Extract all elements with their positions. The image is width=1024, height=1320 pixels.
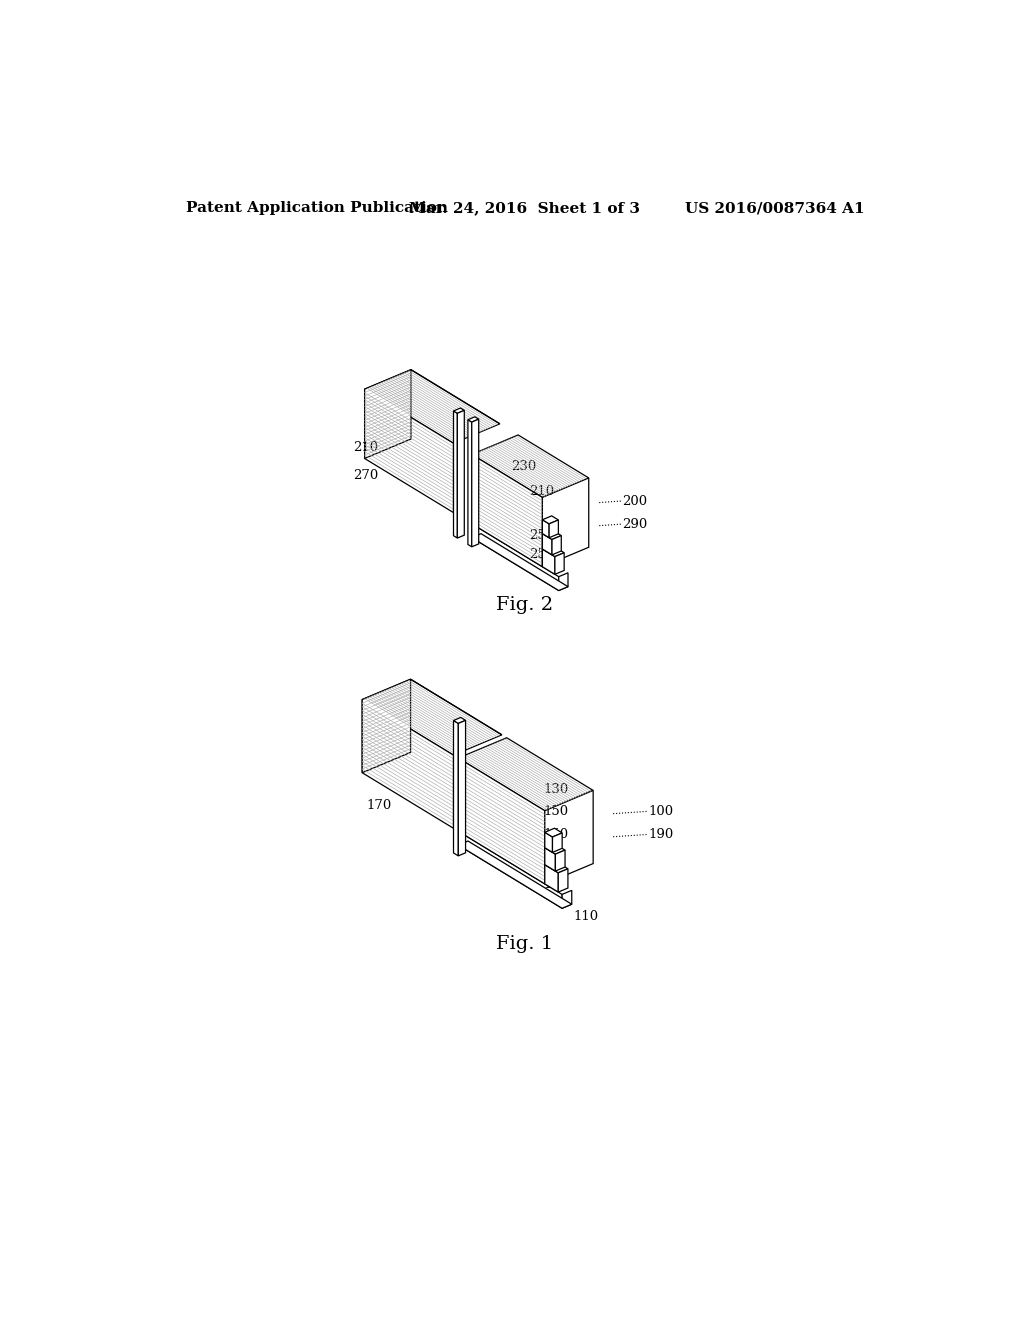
Text: 250: 250 (529, 548, 555, 561)
Text: 230: 230 (512, 459, 537, 473)
Polygon shape (454, 721, 459, 855)
Text: 210: 210 (529, 484, 555, 498)
Text: 190: 190 (649, 828, 674, 841)
Polygon shape (543, 520, 549, 537)
Polygon shape (552, 536, 561, 554)
Text: 210: 210 (352, 441, 378, 454)
Text: Mar. 24, 2016  Sheet 1 of 3: Mar. 24, 2016 Sheet 1 of 3 (410, 202, 640, 215)
Polygon shape (562, 891, 571, 908)
Polygon shape (543, 545, 564, 557)
Text: 100: 100 (649, 805, 674, 818)
Polygon shape (472, 454, 543, 566)
Polygon shape (545, 861, 568, 873)
Text: 200: 200 (623, 495, 647, 508)
Polygon shape (559, 573, 568, 590)
Text: 250: 250 (529, 529, 555, 543)
Polygon shape (545, 843, 565, 854)
Polygon shape (365, 370, 500, 444)
Polygon shape (365, 370, 411, 458)
Polygon shape (459, 758, 545, 884)
Polygon shape (454, 411, 458, 539)
Text: 170: 170 (367, 799, 392, 812)
Polygon shape (472, 434, 589, 498)
Polygon shape (543, 478, 589, 566)
Text: 110: 110 (573, 911, 599, 924)
Polygon shape (472, 524, 559, 590)
Polygon shape (472, 420, 478, 546)
Polygon shape (543, 529, 561, 540)
Polygon shape (545, 865, 558, 892)
Polygon shape (545, 847, 555, 871)
Polygon shape (545, 828, 562, 837)
Polygon shape (555, 553, 564, 574)
Polygon shape (458, 411, 464, 539)
Text: US 2016/0087364 A1: US 2016/0087364 A1 (685, 202, 864, 215)
Polygon shape (545, 791, 593, 884)
Polygon shape (454, 408, 464, 413)
Text: Fig. 1: Fig. 1 (497, 935, 553, 953)
Polygon shape (555, 850, 565, 871)
Polygon shape (362, 680, 411, 772)
Polygon shape (362, 700, 454, 829)
Polygon shape (468, 417, 478, 422)
Polygon shape (459, 841, 571, 908)
Text: Fig. 2: Fig. 2 (497, 597, 553, 614)
Polygon shape (472, 533, 568, 590)
Text: 270: 270 (352, 469, 378, 482)
Polygon shape (543, 516, 558, 524)
Text: 110: 110 (544, 878, 568, 891)
Text: 130: 130 (544, 783, 568, 796)
Text: Patent Application Publication: Patent Application Publication (186, 202, 449, 215)
Polygon shape (543, 533, 552, 554)
Polygon shape (545, 833, 553, 853)
Polygon shape (459, 738, 593, 810)
Polygon shape (459, 721, 466, 855)
Text: 150: 150 (544, 828, 568, 841)
Text: 150: 150 (544, 805, 568, 818)
Polygon shape (558, 869, 568, 892)
Polygon shape (543, 549, 555, 574)
Polygon shape (468, 420, 472, 546)
Polygon shape (362, 680, 502, 755)
Polygon shape (365, 389, 454, 512)
Text: 290: 290 (623, 517, 648, 531)
Polygon shape (549, 520, 558, 537)
Polygon shape (454, 718, 466, 723)
Polygon shape (553, 833, 562, 853)
Polygon shape (459, 832, 562, 908)
